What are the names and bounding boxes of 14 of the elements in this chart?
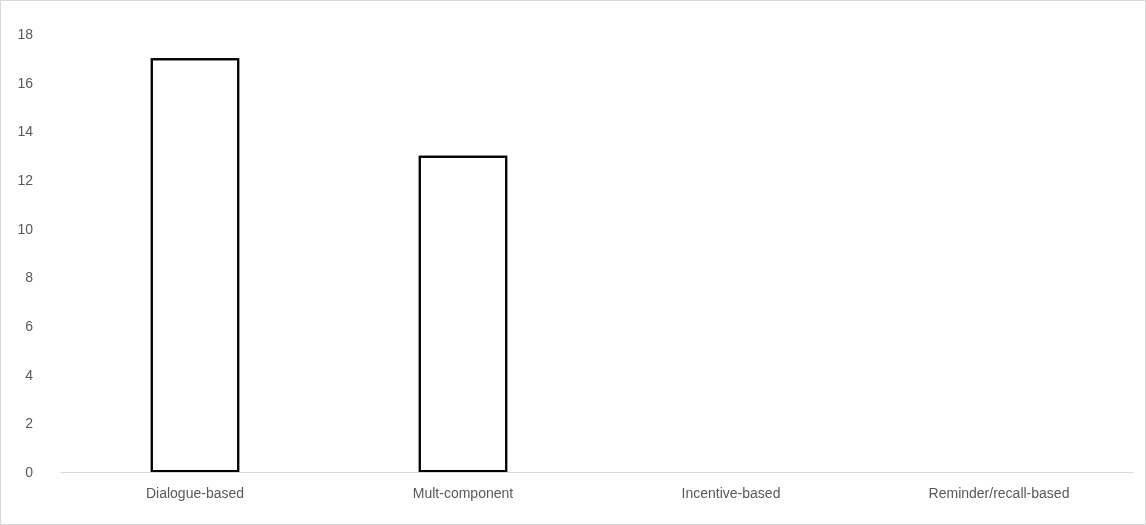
- y-tick-label: 10: [17, 220, 34, 237]
- y-tick-label: 18: [17, 26, 34, 42]
- y-tick-label: 6: [25, 318, 34, 334]
- y-tick-label: 12: [17, 172, 34, 188]
- x-tick-label: Mult-component: [412, 485, 514, 501]
- y-tick-label: 14: [17, 123, 34, 140]
- y-tick-label: 2: [25, 415, 34, 432]
- x-tick-label: Incentive-based: [681, 485, 781, 501]
- x-tick-label: Reminder/recall-based: [928, 485, 1070, 501]
- y-tick-label: 16: [17, 74, 34, 91]
- y-tick-label: 4: [25, 366, 34, 383]
- x-tick-label: Dialogue-based: [145, 485, 245, 501]
- y-tick-label: 0: [25, 464, 34, 480]
- y-tick-label: 8: [25, 269, 34, 286]
